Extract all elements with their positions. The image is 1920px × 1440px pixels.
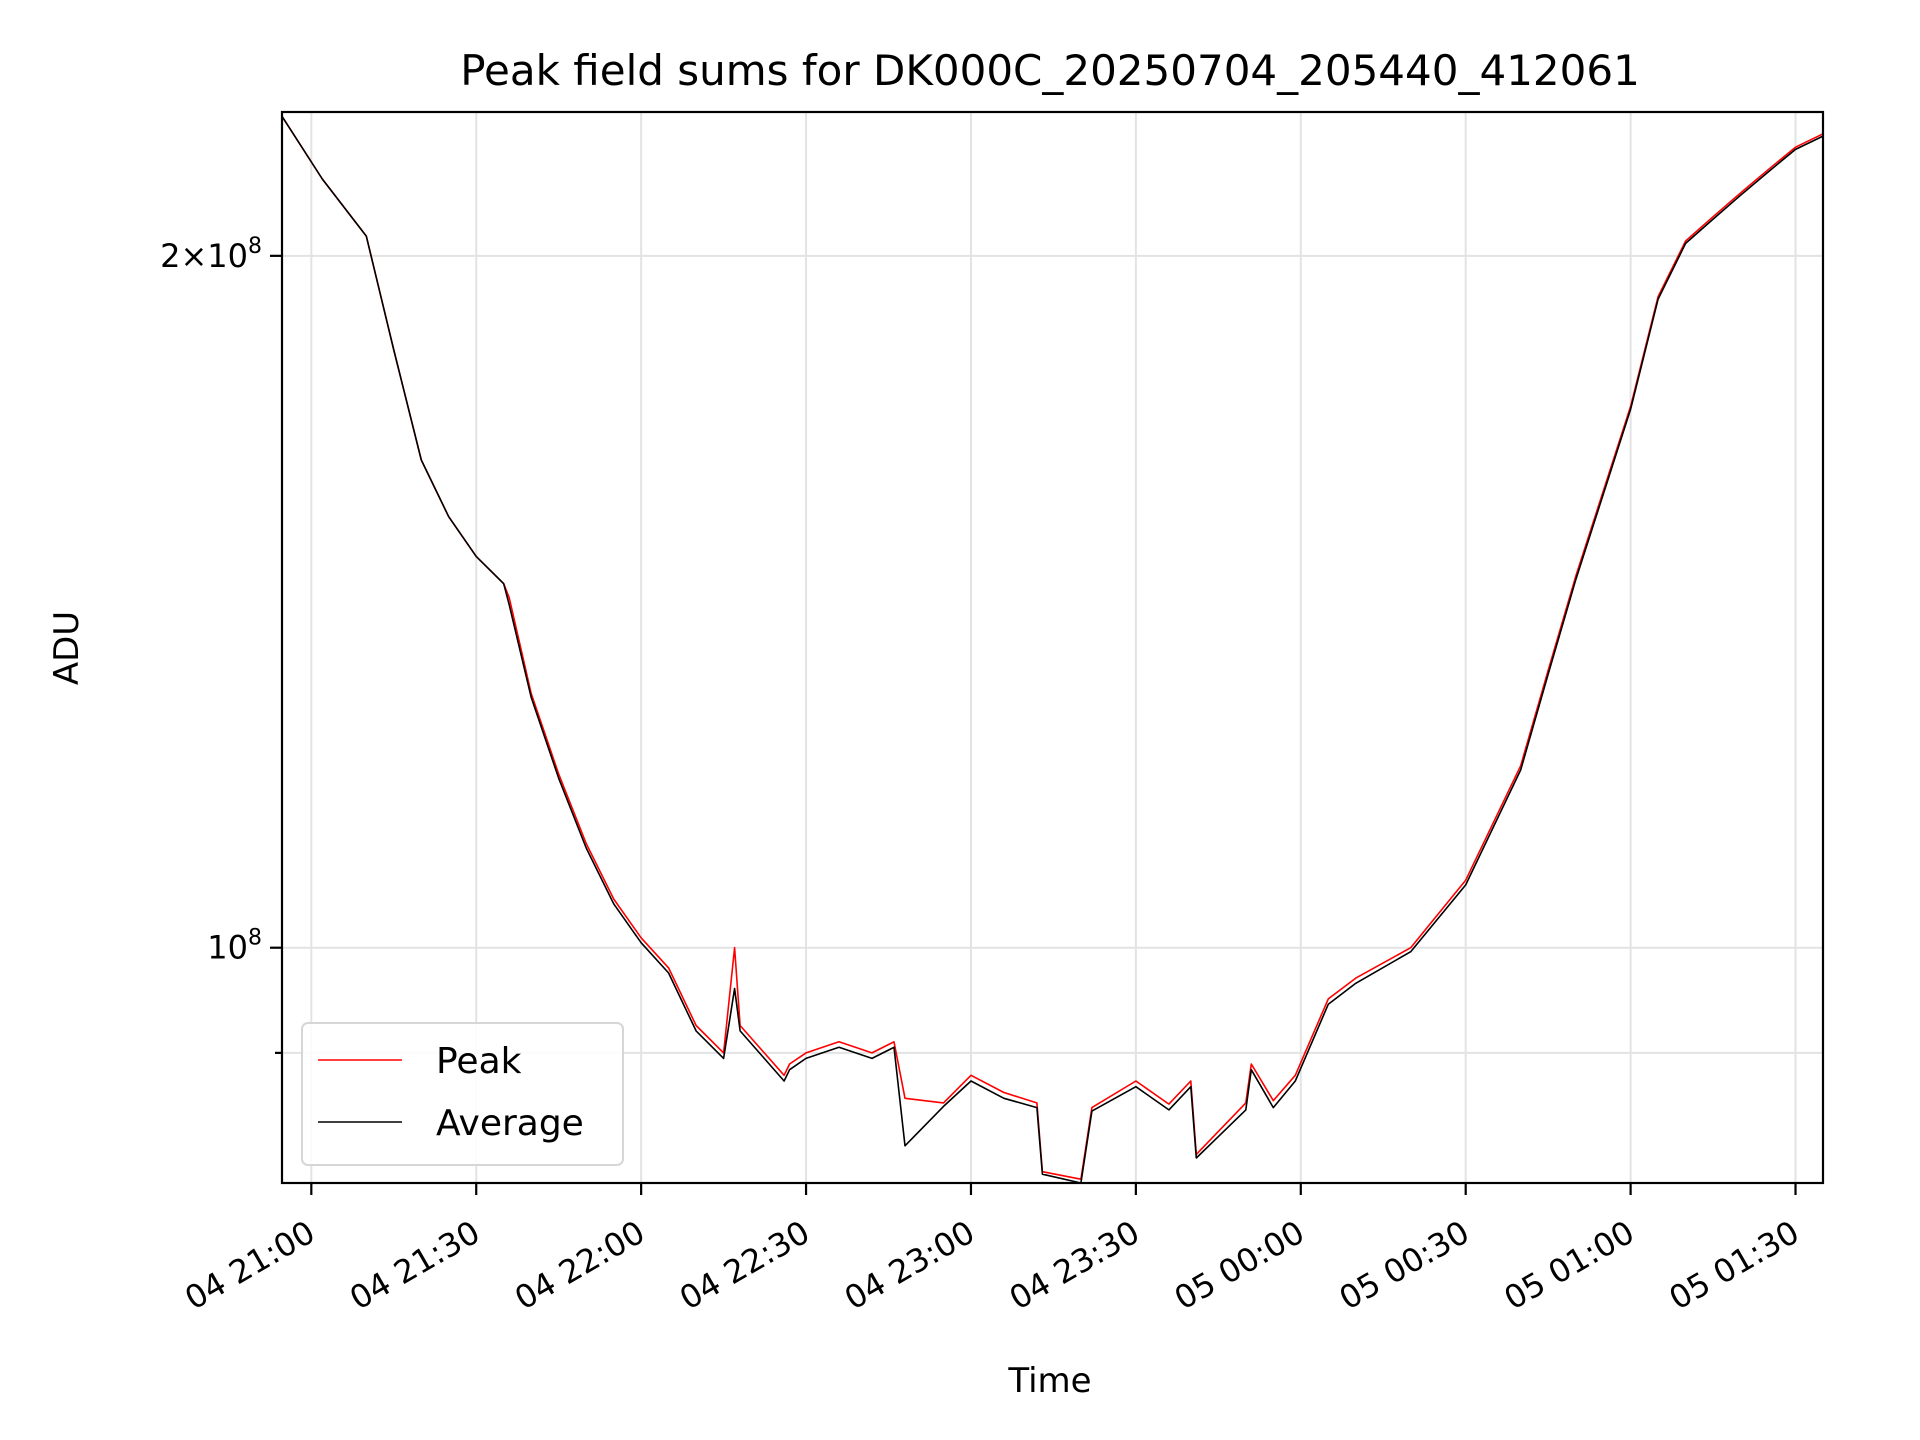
x-tick-label: 05 00:00 [1168,1213,1311,1317]
x-tick-label: 05 01:00 [1498,1213,1641,1317]
x-tick-label: 05 01:30 [1663,1213,1806,1317]
y-axis-label: ADU [47,611,87,685]
legend-label-average: Average [436,1103,584,1144]
x-tick-label: 04 23:30 [1003,1213,1146,1317]
legend-label-peak: Peak [436,1041,522,1082]
x-tick-label: 04 22:30 [673,1213,816,1317]
x-tick-label: 04 21:00 [178,1213,321,1317]
y-tick-label: 108 [207,926,262,967]
plot-area-frame [280,110,1825,1185]
series-line-peak [281,115,1824,1180]
x-axis-ticks: 04 21:00 04 21:30 04 22:00 04 22:30 04 23:00… [178,1183,1806,1317]
legend-box [301,1022,624,1166]
x-tick-label: 04 22:00 [508,1213,651,1317]
grid [282,112,1823,1183]
x-tick-label: 04 21:30 [343,1213,486,1317]
x-tick-label: 05 00:30 [1333,1213,1476,1317]
x-tick-label: 04 23:00 [838,1213,981,1317]
chart-title: Peak field sums for DK000C_20250704_2054… [460,46,1640,95]
series-line-average [281,115,1824,1184]
series-lines [281,115,1824,1184]
y-axis-ticks: 2×108 108 [160,234,282,1054]
legend: Peak Average [301,1022,624,1166]
y-tick-label: 2×108 [160,234,262,275]
x-axis-label: Time [1007,1361,1091,1401]
